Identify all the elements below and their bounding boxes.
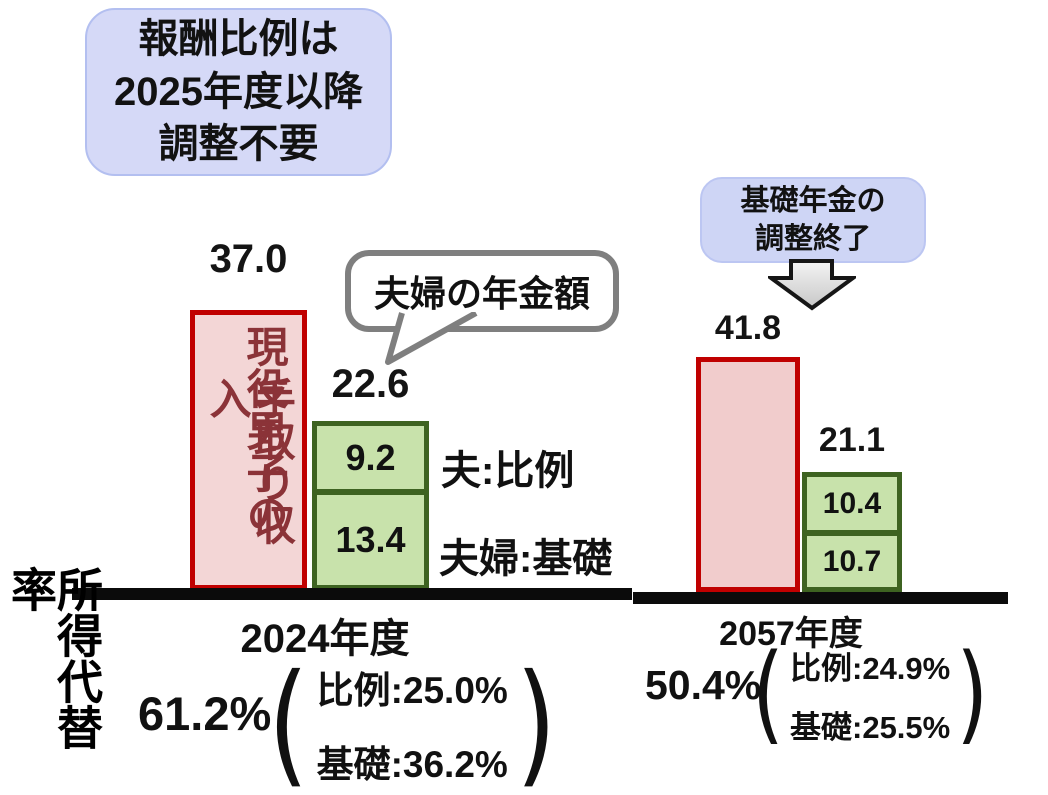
y-axis-label: 所得代替率: [5, 566, 103, 750]
segment-value: 10.4: [822, 486, 882, 520]
bar-value-pension-total-2024: 22.6: [331, 362, 410, 406]
down-arrow-icon: [768, 259, 856, 311]
segment-value: 10.7: [822, 544, 882, 578]
segment-label-proportional: 夫:比例: [441, 449, 575, 493]
net-income-bar-2057: [696, 357, 800, 592]
paren-close-icon: ): [515, 644, 557, 795]
x-axis-baseline-right: [633, 592, 1008, 604]
rate-basic-2024: 基礎:36.2%: [316, 744, 508, 785]
rate-proportional-2057: 比例:24.9%: [790, 651, 951, 686]
rate-basic-2057: 基礎:25.5%: [790, 710, 951, 745]
rate-proportional-2024: 比例:25.0%: [316, 670, 508, 711]
callout-line: 基礎年金の: [740, 184, 886, 217]
segment-label-basic: 夫婦:基礎: [439, 537, 613, 581]
callout-line: 調整終了: [754, 223, 871, 255]
replacement-rate-2057: 50.4%: [645, 662, 762, 708]
pension-segment-basic-2057: 10.7: [802, 533, 902, 592]
pension-segment-proportional-2057: 10.4: [802, 472, 902, 533]
bar-value-pension-total-2057: 21.1: [818, 421, 886, 459]
period-label-2057: 2057年度: [719, 615, 863, 653]
period-label-2024: 2024年度: [240, 617, 410, 661]
callout-line: 報酬比例は: [138, 16, 339, 61]
callout-proportional-no-adjustment: 報酬比例は 2025年度以降 調整不要: [85, 8, 392, 176]
speech-bubble-label: 夫婦の年金額: [373, 273, 590, 314]
pension-segment-basic-2024: 13.4: [312, 492, 429, 590]
callout-line: 調整不要: [158, 122, 319, 167]
rate-breakdown-2024: ( 比例:25.0% 基礎:36.2% ): [268, 656, 556, 792]
net-income-bar-label-col1: 現役男子の: [241, 325, 288, 535]
paren-open-icon: (: [752, 632, 784, 757]
replacement-rate-2024: 61.2%: [138, 687, 272, 740]
segment-value: 9.2: [345, 436, 396, 478]
speech-bubble-couple-pension: 夫婦の年金額: [345, 250, 619, 332]
callout-line: 2025年度以降: [114, 69, 363, 114]
x-axis-baseline-left: [72, 588, 632, 600]
bar-value-net-2024: 37.0: [209, 237, 288, 281]
callout-basic-adjustment-end: 基礎年金の 調整終了: [700, 177, 926, 263]
segment-value: 13.4: [335, 519, 406, 560]
paren-open-icon: (: [268, 644, 309, 795]
bar-value-net-2057: 41.8: [714, 309, 782, 347]
speech-bubble-tail: [385, 312, 478, 365]
pension-segment-proportional-2024: 9.2: [312, 421, 429, 492]
paren-close-icon: ): [956, 632, 989, 757]
rate-breakdown-2057: ( 比例:24.9% 基礎:25.5% ): [752, 640, 988, 750]
net-income-bar-2024: 現役男子の 手取り収入: [190, 310, 307, 590]
net-income-bar-label-col2: 手取り収入: [204, 377, 296, 545]
